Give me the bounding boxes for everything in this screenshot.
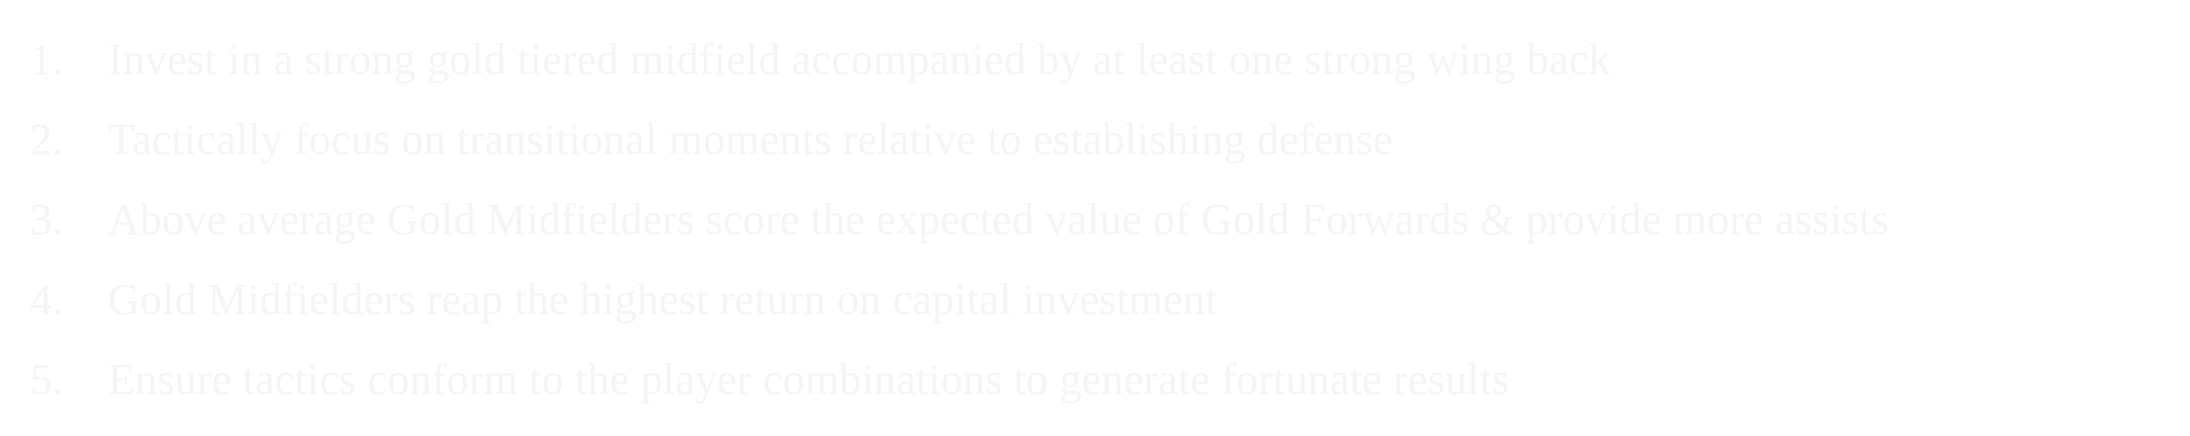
list-item: 5. Ensure tactics conform to the player … [30,340,1889,420]
numbered-list: 1. Invest in a strong gold tiered midfie… [30,20,1889,420]
list-item: 1. Invest in a strong gold tiered midfie… [30,20,1889,100]
list-item-text: Ensure tactics conform to the player com… [108,355,1510,404]
list-item-text: Gold Midfielders reap the highest return… [108,275,1218,324]
list-item-number: 3. [30,195,64,244]
list-item-number: 5. [30,355,64,404]
list-item-text: Tactically focus on transitional moments… [108,115,1393,164]
list-item-number: 1. [30,35,64,84]
list-item: 4. Gold Midfielders reap the highest ret… [30,260,1889,340]
list-item-text: Invest in a strong gold tiered midfield … [108,35,1611,84]
list-item-number: 4. [30,275,64,324]
list-item-text: Above average Gold Midfielders score the… [108,195,1889,244]
list-item: 3. Above average Gold Midfielders score … [30,180,1889,260]
list-item-number: 2. [30,115,64,164]
list-item: 2. Tactically focus on transitional mome… [30,100,1889,180]
